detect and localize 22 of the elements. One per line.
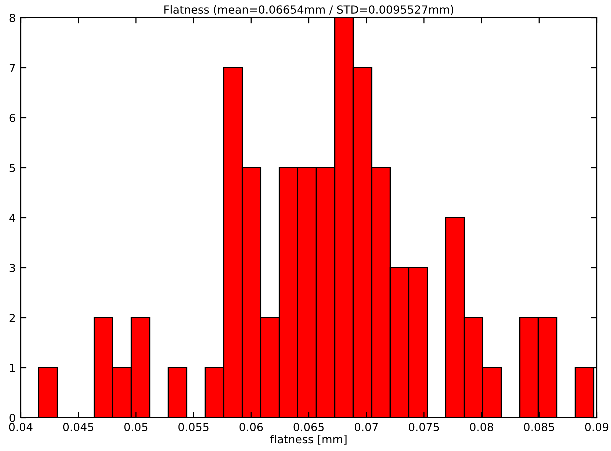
y-tick-label: 5: [10, 164, 16, 172]
x-tick-label: 0.05: [124, 423, 148, 432]
y-tick-label: 6: [10, 114, 16, 122]
x-tick-label: 0.045: [63, 423, 94, 432]
x-tick-label: 0.075: [409, 423, 440, 432]
x-tick-label: 0.07: [354, 423, 378, 432]
y-tick-label: 4: [10, 214, 16, 222]
x-tick-label: 0.055: [178, 423, 209, 432]
x-tick-label: 0.065: [294, 423, 324, 432]
x-axis-title: flatness [mm]: [270, 435, 347, 445]
y-tick-label: 2: [10, 314, 16, 322]
x-tick-label: 0.09: [585, 423, 609, 432]
x-tick-label: 0.085: [524, 423, 554, 432]
x-tick-label: 0.06: [240, 423, 264, 432]
y-tick-label: 0: [10, 414, 16, 422]
y-tick-label: 8: [10, 14, 16, 22]
y-tick-label: 1: [10, 364, 16, 372]
y-tick-label: 3: [10, 264, 16, 272]
x-tick-label: 0.04: [9, 423, 33, 432]
chart-title: Flatness (mean=0.06654mm / STD=0.0095527mm): [164, 5, 454, 16]
y-tick-label: 7: [10, 64, 16, 72]
x-tick-label: 0.08: [470, 423, 494, 432]
